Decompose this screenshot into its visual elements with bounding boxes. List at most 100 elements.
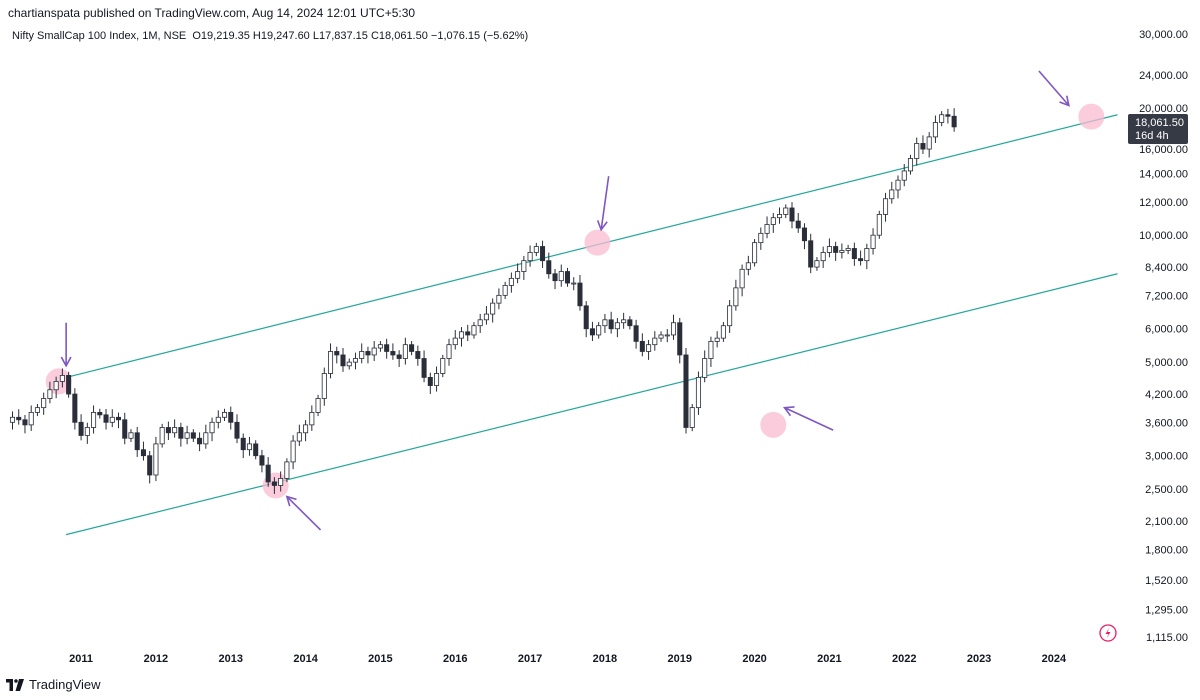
candle [66, 371, 72, 398]
candle [471, 322, 477, 339]
lightning-icon[interactable] [1099, 624, 1117, 642]
candle-body [352, 358, 358, 363]
candle [727, 299, 733, 333]
candle-body [103, 414, 109, 423]
candle [284, 458, 290, 483]
candle-body [409, 344, 415, 352]
candle-body [22, 419, 28, 426]
tradingview-logo-icon [6, 678, 24, 691]
candle-body [926, 136, 932, 150]
candle-body [552, 273, 558, 282]
candle [315, 394, 321, 417]
candle-body [596, 325, 602, 336]
candle [197, 432, 203, 452]
candle-body [315, 398, 321, 413]
candle-body [876, 214, 882, 236]
candle-body [203, 432, 209, 445]
annotation-arrows [60, 70, 1070, 531]
candle [340, 347, 346, 372]
candle-body [789, 207, 795, 222]
candle [926, 132, 932, 158]
candle-body [490, 302, 496, 315]
candle [215, 410, 221, 429]
candle-body [907, 158, 914, 172]
x-axis[interactable]: 2011 2012 2013 2014 2015 2016 2017 2018 2019 2020… [69, 653, 1067, 665]
candle [334, 346, 340, 364]
candle-body [309, 412, 315, 426]
candle-body [359, 351, 365, 359]
candle [477, 313, 483, 333]
candle [833, 241, 839, 261]
candle-body [745, 262, 751, 270]
candle-body [783, 207, 789, 215]
highlight-circle-3 [760, 411, 787, 438]
candle [589, 321, 595, 342]
candle [84, 422, 90, 444]
candle-body [795, 220, 801, 229]
candle-body [122, 419, 128, 439]
candle-body [47, 389, 53, 399]
arrow-shaft [1038, 70, 1070, 107]
candle [384, 338, 390, 359]
candle [920, 135, 926, 154]
candle-body [639, 340, 645, 352]
candle [596, 322, 602, 339]
candle [646, 339, 652, 360]
candle [745, 255, 751, 276]
candle [901, 163, 907, 187]
candle-body [939, 114, 945, 123]
candle-body [184, 432, 190, 439]
x-tick-label: 2015 [368, 653, 392, 665]
candle [59, 368, 65, 388]
candle [627, 316, 633, 330]
candle-body [228, 412, 234, 423]
candle [165, 421, 171, 441]
candle [184, 425, 190, 445]
candle-body [845, 248, 851, 251]
candle-body [465, 331, 471, 336]
candle [845, 244, 851, 255]
footer-brand[interactable]: TradingView [6, 677, 101, 692]
candle [16, 409, 22, 425]
candle-body [284, 461, 290, 479]
candle [91, 405, 97, 434]
candle [309, 405, 315, 431]
candle-body [558, 271, 564, 282]
candle [851, 242, 857, 266]
candle-body [128, 432, 134, 439]
candle-body [458, 331, 465, 339]
candle [515, 263, 521, 284]
candle [820, 246, 826, 268]
symbol-name[interactable]: Nifty SmallCap 100 Index, 1M, NSE [12, 30, 187, 42]
candle-body [801, 227, 807, 242]
candle [346, 358, 352, 370]
candle-body [159, 427, 165, 445]
arrow-head [60, 356, 72, 368]
candle-body [764, 224, 770, 234]
candle [409, 341, 415, 356]
candle-body [670, 322, 677, 336]
candle [733, 279, 739, 311]
candle [440, 354, 446, 378]
candle-body [752, 242, 758, 264]
candle-body [714, 337, 720, 342]
y-axis[interactable]: 30,000.00 24,000.00 20,000.00 16,000.00 14,0… [1139, 29, 1188, 644]
candle [876, 210, 882, 239]
candle [259, 449, 265, 473]
candle-body [427, 377, 433, 386]
candle [359, 343, 365, 364]
candle [720, 322, 726, 342]
candle-body [515, 271, 521, 279]
candle-body [115, 416, 122, 421]
candle-body [945, 114, 951, 117]
candle [390, 343, 396, 360]
candle-body [471, 325, 477, 336]
candle-body [402, 344, 408, 359]
candle [702, 350, 708, 383]
price-tag-countdown: 16d 4h [1135, 130, 1169, 142]
candle [240, 433, 246, 459]
candle [365, 346, 371, 364]
y-tick-label: 3,600.00 [1145, 417, 1188, 429]
candle [739, 264, 745, 297]
